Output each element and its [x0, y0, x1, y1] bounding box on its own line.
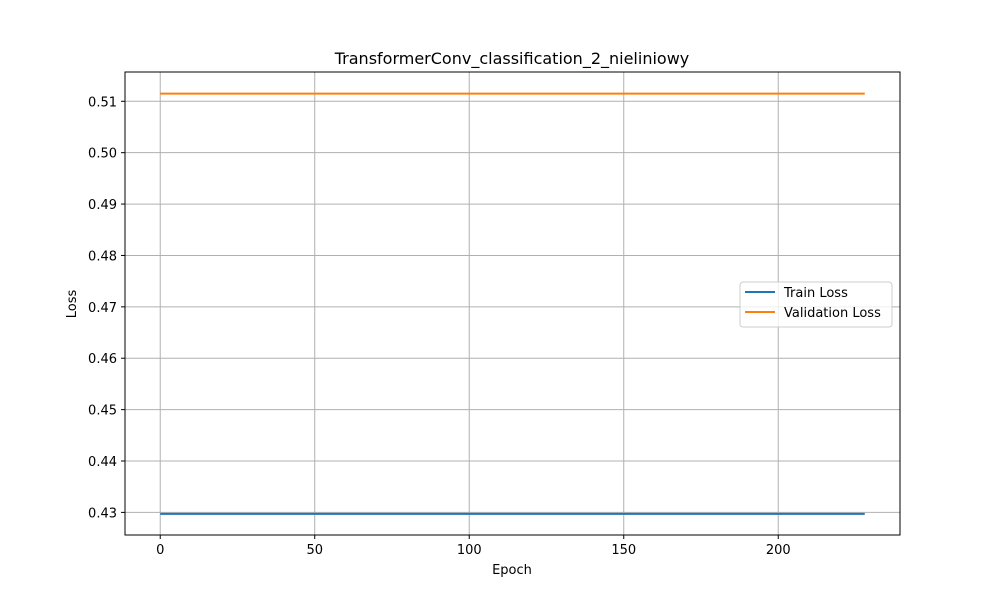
x-tick-label: 200: [766, 543, 791, 558]
legend-label-validation: Validation Loss: [784, 306, 881, 321]
y-tick-label: 0.44: [88, 455, 117, 470]
series-layer: [160, 92, 865, 515]
y-axis-label: Loss: [65, 290, 80, 319]
y-tick-label: 0.49: [88, 198, 117, 213]
y-tick-label: 0.50: [88, 147, 117, 162]
x-tick-label: 100: [457, 543, 482, 558]
y-tick-label: 0.43: [88, 506, 117, 521]
plot-frame: [124, 71, 901, 536]
legend-label-train: Train Loss: [783, 286, 848, 301]
x-tick-label: 50: [306, 543, 323, 558]
y-tick-label: 0.51: [88, 95, 117, 110]
chart-title: TransformerConv_classification_2_nielini…: [334, 49, 690, 69]
ticks: 0 50 100 150 200 0.43 0.44 0.45 0.46 0.47 0.48 0.49…: [88, 95, 791, 558]
y-tick-label: 0.46: [88, 352, 117, 367]
x-axis-label: Epoch: [492, 563, 532, 578]
legend-frame: [739, 281, 893, 328]
x-tick-label: 150: [611, 543, 636, 558]
x-tick-label: 0: [156, 543, 164, 558]
y-tick-label: 0.47: [88, 301, 117, 316]
y-tick-label: 0.45: [88, 404, 117, 419]
y-tick-label: 0.48: [88, 249, 117, 264]
legend: Train Loss Validation Loss: [739, 281, 893, 328]
